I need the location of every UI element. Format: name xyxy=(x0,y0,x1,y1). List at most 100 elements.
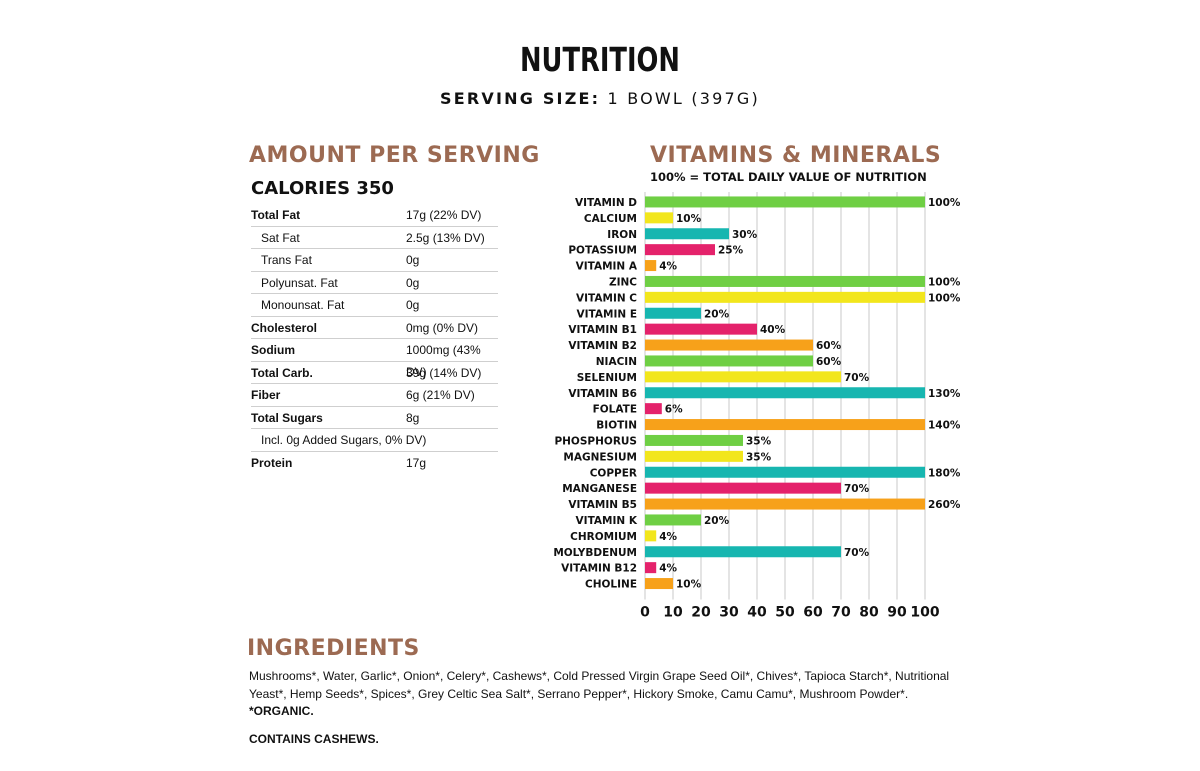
nutrient-value: 2.5g (13% DV) xyxy=(406,230,485,245)
bar xyxy=(645,196,925,208)
category-label: FOLATE xyxy=(593,404,637,416)
x-tick-label: 60 xyxy=(803,605,823,621)
value-label: 100% xyxy=(928,292,960,304)
value-label: 35% xyxy=(746,435,772,447)
amount-heading: AMOUNT PER SERVING xyxy=(249,143,540,168)
category-label: VITAMIN K xyxy=(576,515,638,527)
x-tick-label: 100 xyxy=(910,605,939,621)
bar xyxy=(645,291,925,303)
bar xyxy=(645,578,673,590)
vitamins-heading: VITAMINS & MINERALS xyxy=(650,143,942,168)
page-title: NUTRITION xyxy=(520,40,680,79)
category-label: VITAMIN B2 xyxy=(568,340,637,352)
value-label: 70% xyxy=(844,547,870,559)
nutrient-name: Cholesterol xyxy=(251,320,318,335)
nutrient-value: 1000mg (43% DV) xyxy=(406,343,481,379)
category-label: CHOLINE xyxy=(585,579,637,591)
bar xyxy=(645,355,813,367)
category-label: PHOSPHORUS xyxy=(554,435,637,447)
nutrient-value: 39g (14% DV) xyxy=(406,365,482,380)
bar xyxy=(645,212,673,224)
nutrition-row: Fiber 6g (21% DV) xyxy=(251,384,498,407)
nutrient-name: Protein xyxy=(251,455,293,470)
x-tick-label: 10 xyxy=(663,605,683,621)
bar xyxy=(645,419,925,431)
nutrition-row: Trans Fat 0g xyxy=(251,249,498,272)
x-tick-label: 20 xyxy=(691,605,711,621)
value-label: 60% xyxy=(816,340,842,352)
nutrition-row: Sat Fat 2.5g (13% DV) xyxy=(251,227,498,249)
nutrition-row: Monounsat. Fat 0g xyxy=(251,294,498,317)
value-label: 60% xyxy=(816,356,842,368)
nutrient-value: 17g (22% DV) xyxy=(406,208,482,222)
value-label: 70% xyxy=(844,372,870,384)
value-label: 100% xyxy=(928,197,960,209)
allergen-note: CONTAINS CASHEWS. xyxy=(249,732,379,746)
category-label: VITAMIN E xyxy=(577,308,637,320)
nutrition-row: Total Carb. 39g (14% DV) xyxy=(251,362,498,384)
nutrition-row: Total Fat 17g (22% DV) xyxy=(251,204,498,227)
value-label: 30% xyxy=(732,229,758,241)
value-label: 140% xyxy=(928,420,960,432)
bar xyxy=(645,562,657,574)
category-label: MAGNESIUM xyxy=(563,451,637,463)
bar xyxy=(645,530,657,542)
nutrient-value: 0g xyxy=(406,253,420,267)
value-label: 40% xyxy=(760,324,786,336)
value-label: 4% xyxy=(659,563,677,575)
serving-size-label: SERVING SIZE: xyxy=(440,89,601,108)
nutrient-name: Sat Fat xyxy=(261,230,300,245)
category-label: BIOTIN xyxy=(596,420,637,432)
organic-note: *ORGANIC. xyxy=(249,704,314,718)
value-label: 70% xyxy=(844,483,870,495)
nutrition-row: Total Sugars 8g xyxy=(251,407,498,429)
category-label: COPPER xyxy=(590,467,637,479)
vitamins-bar-chart: 0 10 20 30 40 50 60 70 80 90 100 VITAMIN D 100% CALCI… xyxy=(553,192,960,621)
nutrient-value: 8g xyxy=(406,410,420,425)
category-label: VITAMIN B5 xyxy=(568,499,637,511)
nutrition-table: Total Fat 17g (22% DV) Sat Fat 2.5g (13% DV… xyxy=(251,204,498,474)
bar xyxy=(645,466,925,478)
category-label: NIACIN xyxy=(596,356,637,368)
bar xyxy=(645,498,925,510)
bar xyxy=(645,434,743,446)
category-label: VITAMIN B12 xyxy=(561,563,637,575)
bar xyxy=(645,323,757,335)
bar xyxy=(645,228,729,240)
bar xyxy=(645,546,841,558)
nutrient-value: 17g xyxy=(406,455,427,470)
nutrition-row: Cholesterol 0mg (0% DV) xyxy=(251,317,498,339)
category-label: POTASSIUM xyxy=(568,245,637,257)
nutrient-value: 6g (21% DV) xyxy=(406,388,475,402)
category-label: MANGANESE xyxy=(562,483,637,495)
ingredients-heading: INGREDIENTS xyxy=(247,636,420,661)
value-label: 100% xyxy=(928,276,960,288)
bar xyxy=(645,403,662,415)
x-tick-label: 30 xyxy=(719,605,739,621)
value-label: 10% xyxy=(676,213,702,225)
bar xyxy=(645,339,813,351)
bar xyxy=(645,482,841,494)
category-label: SELENIUM xyxy=(577,372,637,384)
value-label: 20% xyxy=(704,308,730,320)
nutrient-value: 0g xyxy=(406,275,420,290)
category-label: IRON xyxy=(607,229,637,241)
calories-label: CALORIES 350 xyxy=(251,178,394,199)
nutrient-name: Fiber xyxy=(251,388,281,402)
category-label: CHROMIUM xyxy=(570,531,637,543)
nutrient-name: Trans Fat xyxy=(261,253,312,267)
bar xyxy=(645,244,715,256)
x-tick-label: 80 xyxy=(859,605,879,621)
serving-size-value: 1 BOWL (397G) xyxy=(607,89,760,108)
nutrient-name: Sodium xyxy=(251,343,295,357)
bar xyxy=(645,307,701,319)
nutrient-name: Total Fat xyxy=(251,208,301,222)
nutrient-name: Monounsat. Fat xyxy=(261,298,345,312)
category-label: VITAMIN A xyxy=(576,261,638,273)
bar xyxy=(645,450,743,462)
bar xyxy=(645,514,701,526)
nutrient-value: 0g xyxy=(406,298,420,312)
ingredients-text: Mushrooms*, Water, Garlic*, Onion*, Cele… xyxy=(249,669,950,701)
nutrition-row: Sodium 1000mg (43% DV) xyxy=(251,339,498,379)
value-label: 35% xyxy=(746,451,772,463)
